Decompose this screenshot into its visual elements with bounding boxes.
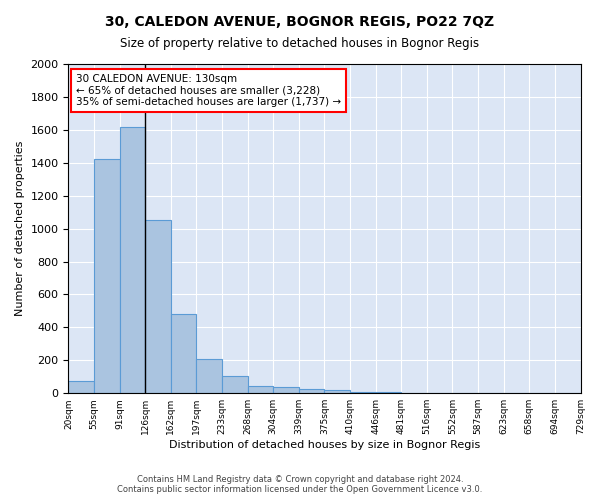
Text: 30 CALEDON AVENUE: 130sqm
← 65% of detached houses are smaller (3,228)
35% of se: 30 CALEDON AVENUE: 130sqm ← 65% of detac… — [76, 74, 341, 107]
X-axis label: Distribution of detached houses by size in Bognor Regis: Distribution of detached houses by size … — [169, 440, 480, 450]
Bar — [68, 381, 94, 393]
Text: 30, CALEDON AVENUE, BOGNOR REGIS, PO22 7QZ: 30, CALEDON AVENUE, BOGNOR REGIS, PO22 7… — [106, 15, 494, 29]
Bar — [119, 126, 145, 393]
Bar — [325, 390, 350, 393]
Text: Contains HM Land Registry data © Crown copyright and database right 2024.
Contai: Contains HM Land Registry data © Crown c… — [118, 474, 482, 494]
Y-axis label: Number of detached properties: Number of detached properties — [15, 141, 25, 316]
Text: Size of property relative to detached houses in Bognor Regis: Size of property relative to detached ho… — [121, 38, 479, 51]
Bar — [171, 314, 196, 393]
Bar — [222, 376, 248, 393]
Bar — [273, 388, 299, 393]
Bar — [376, 392, 401, 393]
Bar — [94, 160, 119, 393]
Bar — [145, 220, 171, 393]
Bar — [248, 386, 273, 393]
Bar — [299, 389, 325, 393]
Bar — [350, 392, 376, 393]
Bar — [196, 360, 222, 393]
